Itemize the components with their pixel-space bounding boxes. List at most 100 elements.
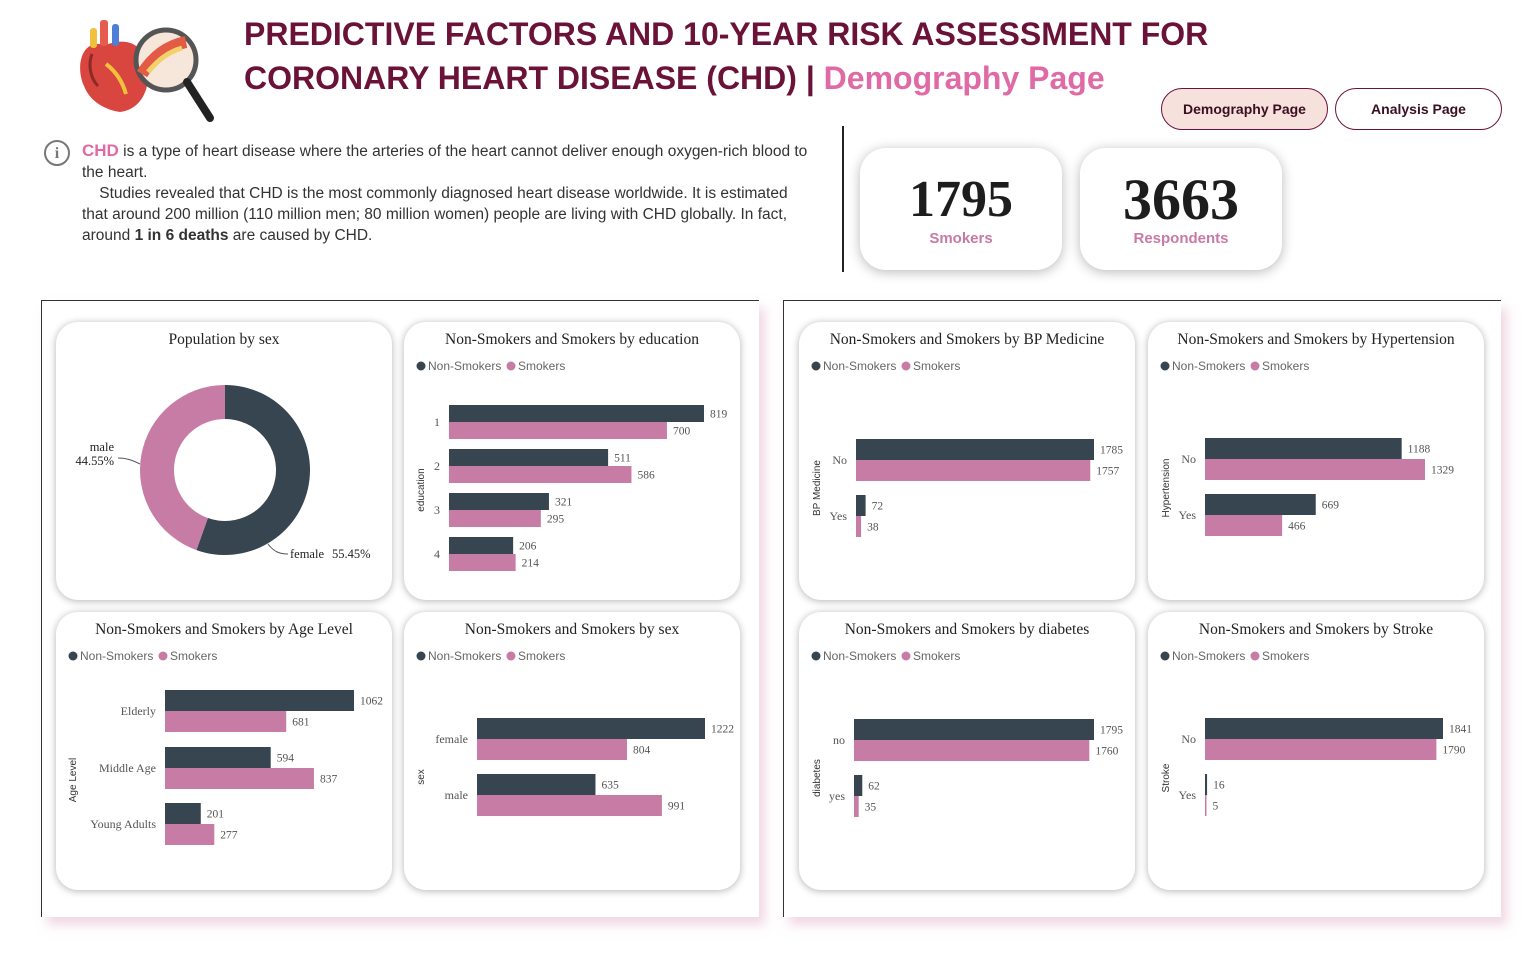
legend-non-smokers-dot bbox=[416, 361, 426, 371]
non-smokers-bar[interactable] bbox=[165, 690, 354, 711]
smokers-bar[interactable] bbox=[449, 554, 516, 571]
title-separator: | bbox=[796, 60, 824, 96]
page-title: PREDICTIVE FACTORS AND 10-YEAR RISK ASSE… bbox=[244, 12, 1384, 100]
smokers-bar[interactable] bbox=[1205, 515, 1283, 536]
legend-smokers-dot bbox=[506, 361, 516, 371]
non-smokers-bar[interactable] bbox=[856, 495, 866, 516]
sex-chart: Non-Smokers and Smokers by sex Non-Smoker… bbox=[416, 621, 734, 816]
bp-medicine-chart: Non-Smokers and Smokers by BP Medicine No… bbox=[811, 331, 1123, 537]
chart-legend: Non-Smokers Smokers bbox=[811, 359, 960, 373]
education-chart-card[interactable]: Non-Smokers and Smokers by education Non-… bbox=[404, 322, 740, 600]
non-smokers-bar[interactable] bbox=[1205, 774, 1208, 795]
smokers-bar[interactable] bbox=[449, 466, 632, 483]
chart-legend: Non-Smokers Smokers bbox=[1160, 649, 1309, 663]
education-chart: Non-Smokers and Smokers by education Non-… bbox=[416, 331, 728, 571]
smokers-value-label: 586 bbox=[637, 470, 655, 482]
smokers-bar[interactable] bbox=[854, 740, 1090, 761]
legend-smokers: Smokers bbox=[913, 359, 960, 373]
non-smokers-bar[interactable] bbox=[449, 405, 704, 422]
smokers-bar[interactable] bbox=[449, 422, 667, 439]
hypertension-chart-card[interactable]: Non-Smokers and Smokers by Hypertension N… bbox=[1148, 322, 1484, 600]
population-by-sex-card[interactable]: Population by sex female 55.45% male 44.55% bbox=[56, 322, 392, 600]
legend-smokers: Smokers bbox=[518, 649, 565, 663]
non-smokers-bar[interactable] bbox=[1205, 494, 1316, 515]
chart-title: Non-Smokers and Smokers by Stroke bbox=[1199, 621, 1433, 638]
legend-non-smokers: Non-Smokers bbox=[428, 359, 501, 373]
category-label: 4 bbox=[434, 547, 440, 561]
pie-value-male: 44.55% bbox=[75, 454, 114, 468]
legend-smokers: Smokers bbox=[1262, 649, 1309, 663]
category-label: Yes bbox=[830, 509, 848, 523]
non-smokers-value-label: 594 bbox=[277, 753, 295, 765]
smokers-value-label: 466 bbox=[1288, 521, 1306, 533]
pie-slice-male[interactable] bbox=[139, 385, 225, 551]
diabetes-chart: Non-Smokers and Smokers by diabetes Non-S… bbox=[811, 621, 1123, 817]
chart-legend: Non-Smokers Smokers bbox=[68, 649, 217, 663]
y-axis-label: Hypertension bbox=[1161, 459, 1172, 518]
category-label: male bbox=[445, 788, 468, 802]
non-smokers-value-label: 206 bbox=[519, 541, 537, 553]
legend-smokers: Smokers bbox=[518, 359, 565, 373]
non-smokers-bar[interactable] bbox=[449, 537, 514, 554]
smokers-bar[interactable] bbox=[854, 796, 859, 817]
category-label: 3 bbox=[434, 503, 440, 517]
category-label: female bbox=[435, 732, 468, 746]
smokers-value-label: 804 bbox=[633, 745, 651, 757]
chd-stats-end: are caused by CHD. bbox=[228, 227, 373, 244]
smokers-value-label: 295 bbox=[547, 514, 565, 526]
non-smokers-bar[interactable] bbox=[165, 803, 201, 824]
smokers-bar[interactable] bbox=[856, 516, 862, 537]
smokers-bar[interactable] bbox=[1205, 459, 1425, 480]
age-level-chart-card[interactable]: Non-Smokers and Smokers by Age Level Non-… bbox=[56, 612, 392, 890]
smokers-bar[interactable] bbox=[477, 739, 628, 760]
legend-non-smokers: Non-Smokers bbox=[1172, 359, 1245, 373]
y-axis-label: sex bbox=[416, 769, 427, 785]
chd-stats-text: Studies revealed that CHD is the most co… bbox=[82, 185, 788, 244]
legend-smokers-dot bbox=[901, 651, 911, 661]
smokers-bar[interactable] bbox=[449, 510, 541, 527]
smokers-bar[interactable] bbox=[1205, 739, 1437, 760]
bp-medicine-chart-card[interactable]: Non-Smokers and Smokers by BP Medicine No… bbox=[799, 322, 1135, 600]
non-smokers-bar[interactable] bbox=[854, 719, 1094, 740]
smokers-bar[interactable] bbox=[165, 768, 314, 789]
non-smokers-bar[interactable] bbox=[477, 718, 705, 739]
stroke-chart-card[interactable]: Non-Smokers and Smokers by Stroke Non-Smo… bbox=[1148, 612, 1484, 890]
diabetes-chart-card[interactable]: Non-Smokers and Smokers by diabetes Non-S… bbox=[799, 612, 1135, 890]
non-smokers-bar[interactable] bbox=[856, 439, 1094, 460]
non-smokers-value-label: 1188 bbox=[1408, 444, 1431, 456]
sex-chart-card[interactable]: Non-Smokers and Smokers by sex Non-Smoker… bbox=[404, 612, 740, 890]
smokers-value-label: 1757 bbox=[1096, 466, 1119, 478]
category-label: Yes bbox=[1179, 788, 1197, 802]
smokers-bar[interactable] bbox=[477, 795, 662, 816]
non-smokers-value-label: 1795 bbox=[1100, 725, 1123, 737]
smokers-value-label: 38 bbox=[867, 522, 879, 534]
non-smokers-bar[interactable] bbox=[449, 449, 609, 466]
legend-non-smokers: Non-Smokers bbox=[823, 359, 896, 373]
smokers-bar[interactable] bbox=[165, 711, 287, 732]
non-smokers-bar[interactable] bbox=[1205, 718, 1443, 739]
non-smokers-bar[interactable] bbox=[449, 493, 549, 510]
chart-title: Non-Smokers and Smokers by BP Medicine bbox=[830, 331, 1105, 348]
smokers-value-label: 35 bbox=[865, 802, 877, 814]
chart-title: Population by sex bbox=[168, 331, 279, 348]
smokers-bar[interactable] bbox=[1205, 795, 1207, 816]
pie-slice-female[interactable] bbox=[196, 385, 310, 555]
non-smokers-bar[interactable] bbox=[165, 747, 271, 768]
legend-non-smokers-dot bbox=[811, 651, 821, 661]
smokers-bar[interactable] bbox=[165, 824, 215, 845]
non-smokers-bar[interactable] bbox=[1205, 438, 1402, 459]
analysis-page-button[interactable]: Analysis Page bbox=[1335, 88, 1502, 130]
smokers-value-label: 214 bbox=[522, 558, 540, 570]
non-smokers-bar[interactable] bbox=[854, 775, 863, 796]
category-label: Yes bbox=[1179, 508, 1197, 522]
legend-smokers-dot bbox=[1250, 361, 1260, 371]
chd-description: CHD is a type of heart disease where the… bbox=[82, 140, 814, 246]
legend-non-smokers-dot bbox=[68, 651, 78, 661]
non-smokers-bar[interactable] bbox=[477, 774, 596, 795]
chart-title: Non-Smokers and Smokers by education bbox=[445, 331, 699, 348]
chd-definition: is a type of heart disease where the art… bbox=[82, 143, 808, 181]
smokers-bar[interactable] bbox=[856, 460, 1091, 481]
y-axis-label: Age Level bbox=[68, 758, 79, 802]
demography-page-button[interactable]: Demography Page bbox=[1161, 88, 1328, 130]
